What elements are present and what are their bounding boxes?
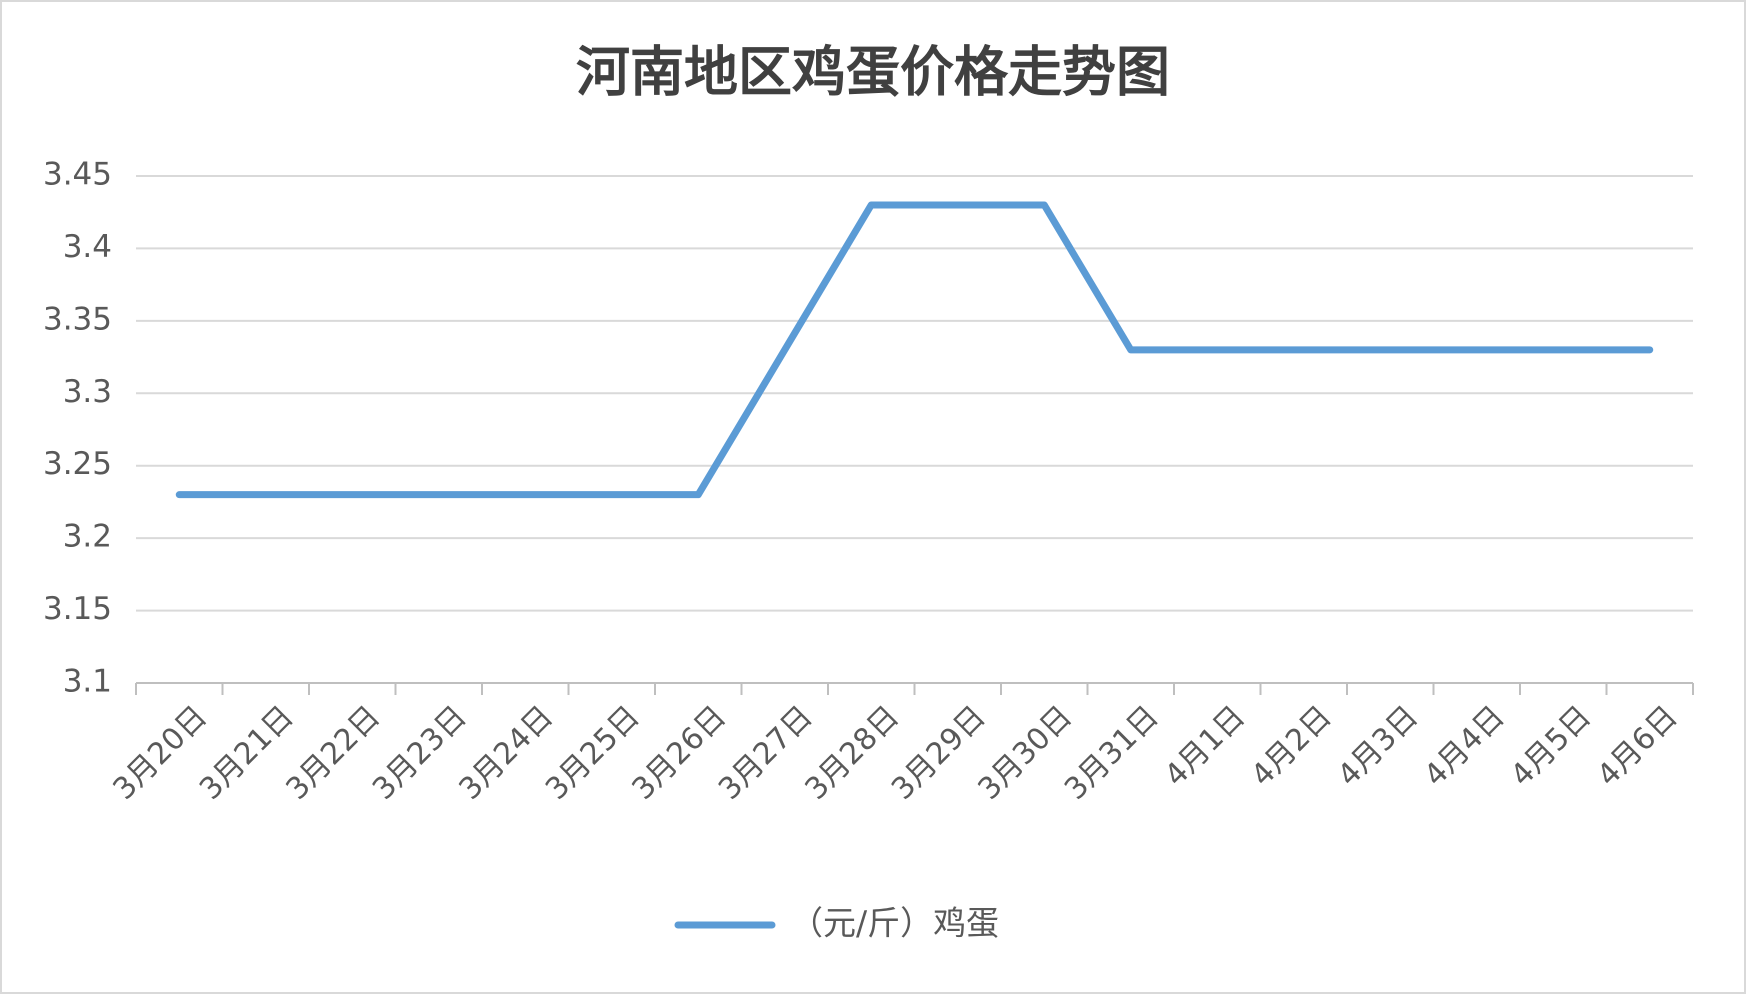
y-tick-label: 3.15: [43, 591, 112, 627]
chart-title: 河南地区鸡蛋价格走势图: [576, 41, 1170, 104]
y-tick-label: 3.45: [43, 157, 112, 193]
series-line: [175, 201, 1654, 499]
y-tick-label: 3.35: [43, 301, 112, 337]
y-tick-label: 3.25: [43, 446, 112, 482]
legend-label: （元/斤）鸡蛋: [790, 904, 999, 943]
y-tick-label: 3.2: [63, 519, 112, 555]
y-tick-label: 3.4: [63, 229, 112, 265]
y-tick-label: 3.1: [63, 664, 112, 700]
y-tick-label: 3.3: [63, 374, 112, 410]
